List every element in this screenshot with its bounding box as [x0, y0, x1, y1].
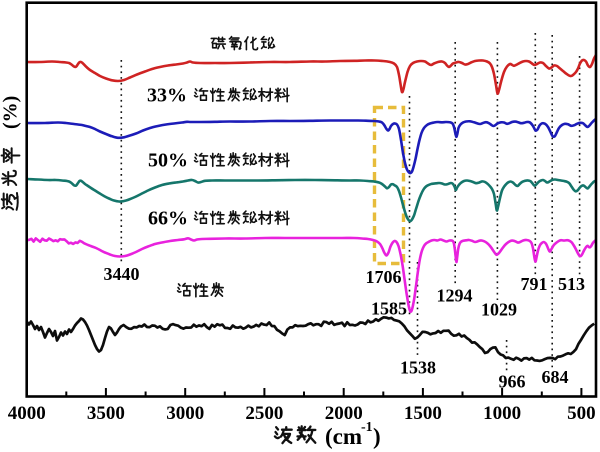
svg-text:-1: -1	[361, 420, 373, 435]
svg-text:3000: 3000	[166, 403, 204, 424]
svg-text:791: 791	[521, 274, 548, 294]
svg-text:3440: 3440	[104, 264, 140, 284]
svg-text:684: 684	[542, 367, 569, 387]
svg-text:1294: 1294	[437, 286, 473, 306]
svg-text:(%): (%)	[0, 96, 22, 129]
svg-text:2000: 2000	[325, 403, 363, 424]
svg-text:3500: 3500	[87, 403, 125, 424]
svg-text:66%: 66%	[148, 208, 188, 230]
svg-text:1500: 1500	[404, 403, 442, 424]
svg-text:966: 966	[499, 372, 526, 392]
svg-text:): )	[373, 424, 381, 449]
svg-text:4000: 4000	[8, 403, 46, 424]
svg-text:50%: 50%	[148, 150, 188, 172]
svg-text:513: 513	[558, 274, 585, 294]
svg-text:500: 500	[567, 403, 596, 424]
svg-text:2500: 2500	[245, 403, 283, 424]
svg-text:1538: 1538	[400, 358, 436, 378]
svg-text:33%: 33%	[147, 85, 187, 107]
svg-text:1029: 1029	[481, 300, 517, 320]
svg-text:1585: 1585	[371, 299, 407, 319]
svg-text:1706: 1706	[366, 267, 402, 287]
svg-text:(cm: (cm	[325, 424, 362, 449]
svg-text:1000: 1000	[483, 403, 521, 424]
